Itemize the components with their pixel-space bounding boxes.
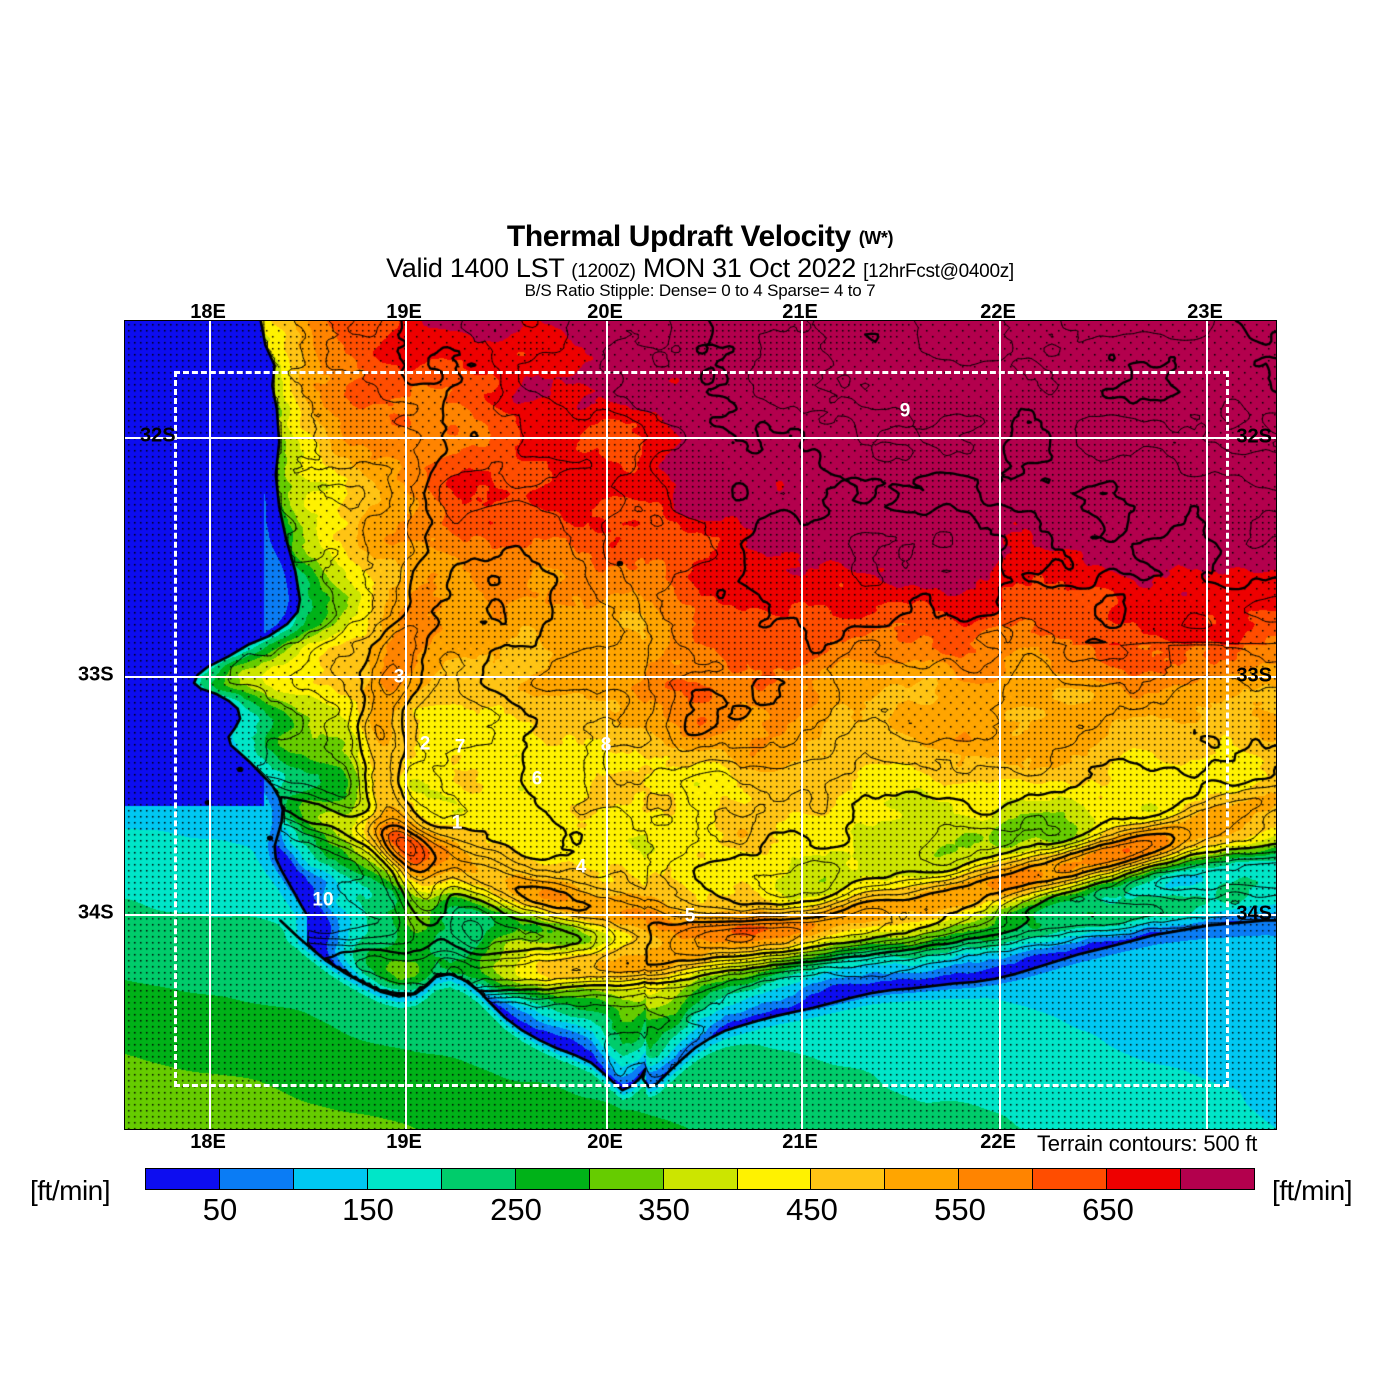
forecast-map[interactable]: 1 2 3 4 5 6 7 8 9 10 32S 33S 34S [124, 320, 1277, 1130]
colorbar-swatch-1[interactable] [219, 1169, 294, 1189]
colorbar-tick-250: 250 [490, 1192, 542, 1227]
waypoint-10[interactable]: 10 [312, 889, 334, 911]
gridline-lat-34S [125, 914, 1276, 916]
waypoint-4[interactable]: 4 [575, 856, 587, 878]
gridline-lon-18E [209, 321, 211, 1129]
domain-boundary-box [174, 371, 1229, 1087]
lon-label-top-22E: 22E [980, 301, 1016, 323]
stipple-note: B/S Ratio Stipple: Dense= 0 to 4 Sparse=… [524, 281, 876, 301]
colorbar-unit-left: [ft/min] [30, 1175, 111, 1206]
lon-label-top-20E: 20E [587, 301, 623, 323]
gridline-lat-32S [125, 437, 1276, 439]
lon-label-bottom-19E: 19E [386, 1131, 422, 1153]
colorbar-swatch-3[interactable] [367, 1169, 442, 1189]
lat-label-right-33S: 33S [1236, 664, 1272, 687]
lon-label-bottom-20E: 20E [587, 1131, 623, 1153]
waypoint-9[interactable]: 9 [899, 400, 911, 422]
valid-time-line: Valid 1400 LST (1200Z) MON 31 Oct 2022 [… [0, 254, 1400, 282]
gridline-lon-22E [999, 321, 1001, 1129]
colorbar[interactable] [145, 1168, 1255, 1190]
lat-label-left-33S: 33S [78, 663, 114, 686]
gridline-lat-33S [125, 676, 1276, 678]
forecast-tag: [12hrFcst@0400z] [863, 261, 1014, 282]
valid-time-zulu: (1200Z) [571, 261, 636, 282]
lon-label-top-19E: 19E [386, 301, 422, 323]
colorbar-swatch-2[interactable] [293, 1169, 368, 1189]
valid-date: MON 31 Oct 2022 [642, 253, 856, 283]
colorbar-tick-450: 450 [786, 1192, 838, 1227]
lon-label-top-18E: 18E [190, 301, 226, 323]
colorbar-swatch-0[interactable] [146, 1169, 220, 1189]
map-raster [125, 321, 1276, 1129]
waypoint-2[interactable]: 2 [419, 733, 431, 755]
lat-label-left-34S: 34S [78, 901, 114, 924]
gridline-lon-21E [801, 321, 803, 1129]
lat-label-right-34S: 34S [1236, 902, 1272, 925]
colorbar-swatch-9[interactable] [811, 1169, 886, 1189]
lon-label-bottom-22E: 22E [980, 1131, 1016, 1153]
colorbar-swatch-6[interactable] [589, 1169, 664, 1189]
colorbar-swatch-4[interactable] [441, 1169, 516, 1189]
lat-label-right-32S: 32S [1236, 425, 1272, 448]
colorbar-swatch-5[interactable] [515, 1169, 590, 1189]
colorbar-tick-50: 50 [202, 1192, 238, 1227]
waypoint-7[interactable]: 7 [454, 736, 466, 758]
waypoint-8[interactable]: 8 [600, 734, 612, 756]
colorbar-swatch-13[interactable] [1107, 1169, 1182, 1189]
lon-label-bottom-18E: 18E [190, 1131, 226, 1153]
colorbar-tick-350: 350 [638, 1192, 690, 1227]
waypoint-5[interactable]: 5 [684, 905, 696, 927]
colorbar-swatch-8[interactable] [737, 1169, 812, 1189]
lon-label-top-23E: 23E [1187, 301, 1223, 323]
colorbar-swatch-14[interactable] [1181, 1169, 1255, 1189]
colorbar-tick-650: 650 [1082, 1192, 1134, 1227]
lat-label-left-32S: 32S [140, 424, 176, 447]
lon-label-top-21E: 21E [782, 301, 818, 323]
colorbar-swatch-11[interactable] [959, 1169, 1034, 1189]
colorbar-unit-right: [ft/min] [1272, 1175, 1353, 1206]
gridline-lon-20E [606, 321, 608, 1129]
gridline-lon-23E [1206, 321, 1208, 1129]
waypoint-6[interactable]: 6 [531, 768, 543, 790]
title-main-text: Thermal Updraft Velocity [506, 220, 851, 253]
title-block: Thermal Updraft Velocity (W*) Valid 1400… [0, 222, 1400, 301]
waypoint-3[interactable]: 3 [393, 666, 405, 688]
colorbar-tick-150: 150 [342, 1192, 394, 1227]
colorbar-swatch-12[interactable] [1033, 1169, 1108, 1189]
page-title: Thermal Updraft Velocity (W*) [0, 222, 1400, 252]
colorbar-swatch-7[interactable] [663, 1169, 738, 1189]
colorbar-swatch-10[interactable] [885, 1169, 960, 1189]
valid-time-prefix: Valid 1400 LST [386, 253, 565, 283]
waypoint-1[interactable]: 1 [451, 812, 463, 834]
terrain-contour-note: Terrain contours: 500 ft [1037, 1131, 1258, 1156]
colorbar-tick-550: 550 [934, 1192, 986, 1227]
gridline-lon-19E [405, 321, 407, 1129]
lon-label-bottom-21E: 21E [782, 1131, 818, 1153]
title-superscript: (W*) [858, 228, 894, 248]
